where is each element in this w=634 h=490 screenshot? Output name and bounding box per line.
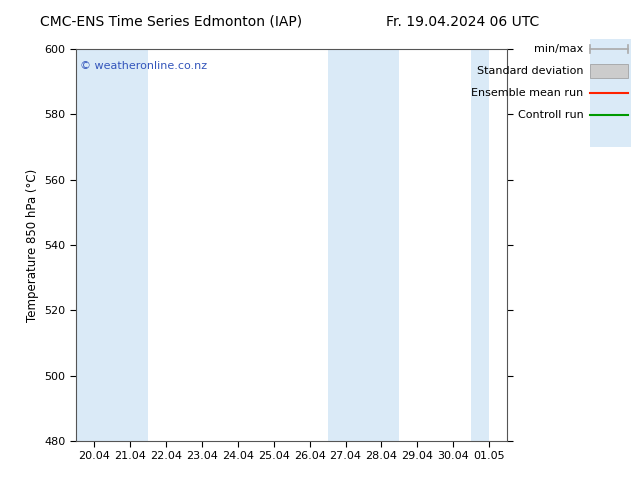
Text: Standard deviation: Standard deviation — [477, 66, 583, 76]
Y-axis label: Temperature 850 hPa (°C): Temperature 850 hPa (°C) — [26, 169, 39, 321]
Text: Ensemble mean run: Ensemble mean run — [471, 88, 583, 98]
Text: © weatheronline.co.nz: © weatheronline.co.nz — [81, 61, 207, 71]
Bar — [76, 49, 148, 441]
Text: Controll run: Controll run — [517, 110, 583, 120]
Text: min/max: min/max — [534, 44, 583, 54]
Bar — [471, 49, 489, 441]
Text: Fr. 19.04.2024 06 UTC: Fr. 19.04.2024 06 UTC — [386, 15, 540, 29]
Bar — [328, 49, 399, 441]
Text: CMC-ENS Time Series Edmonton (IAP): CMC-ENS Time Series Edmonton (IAP) — [40, 15, 302, 29]
